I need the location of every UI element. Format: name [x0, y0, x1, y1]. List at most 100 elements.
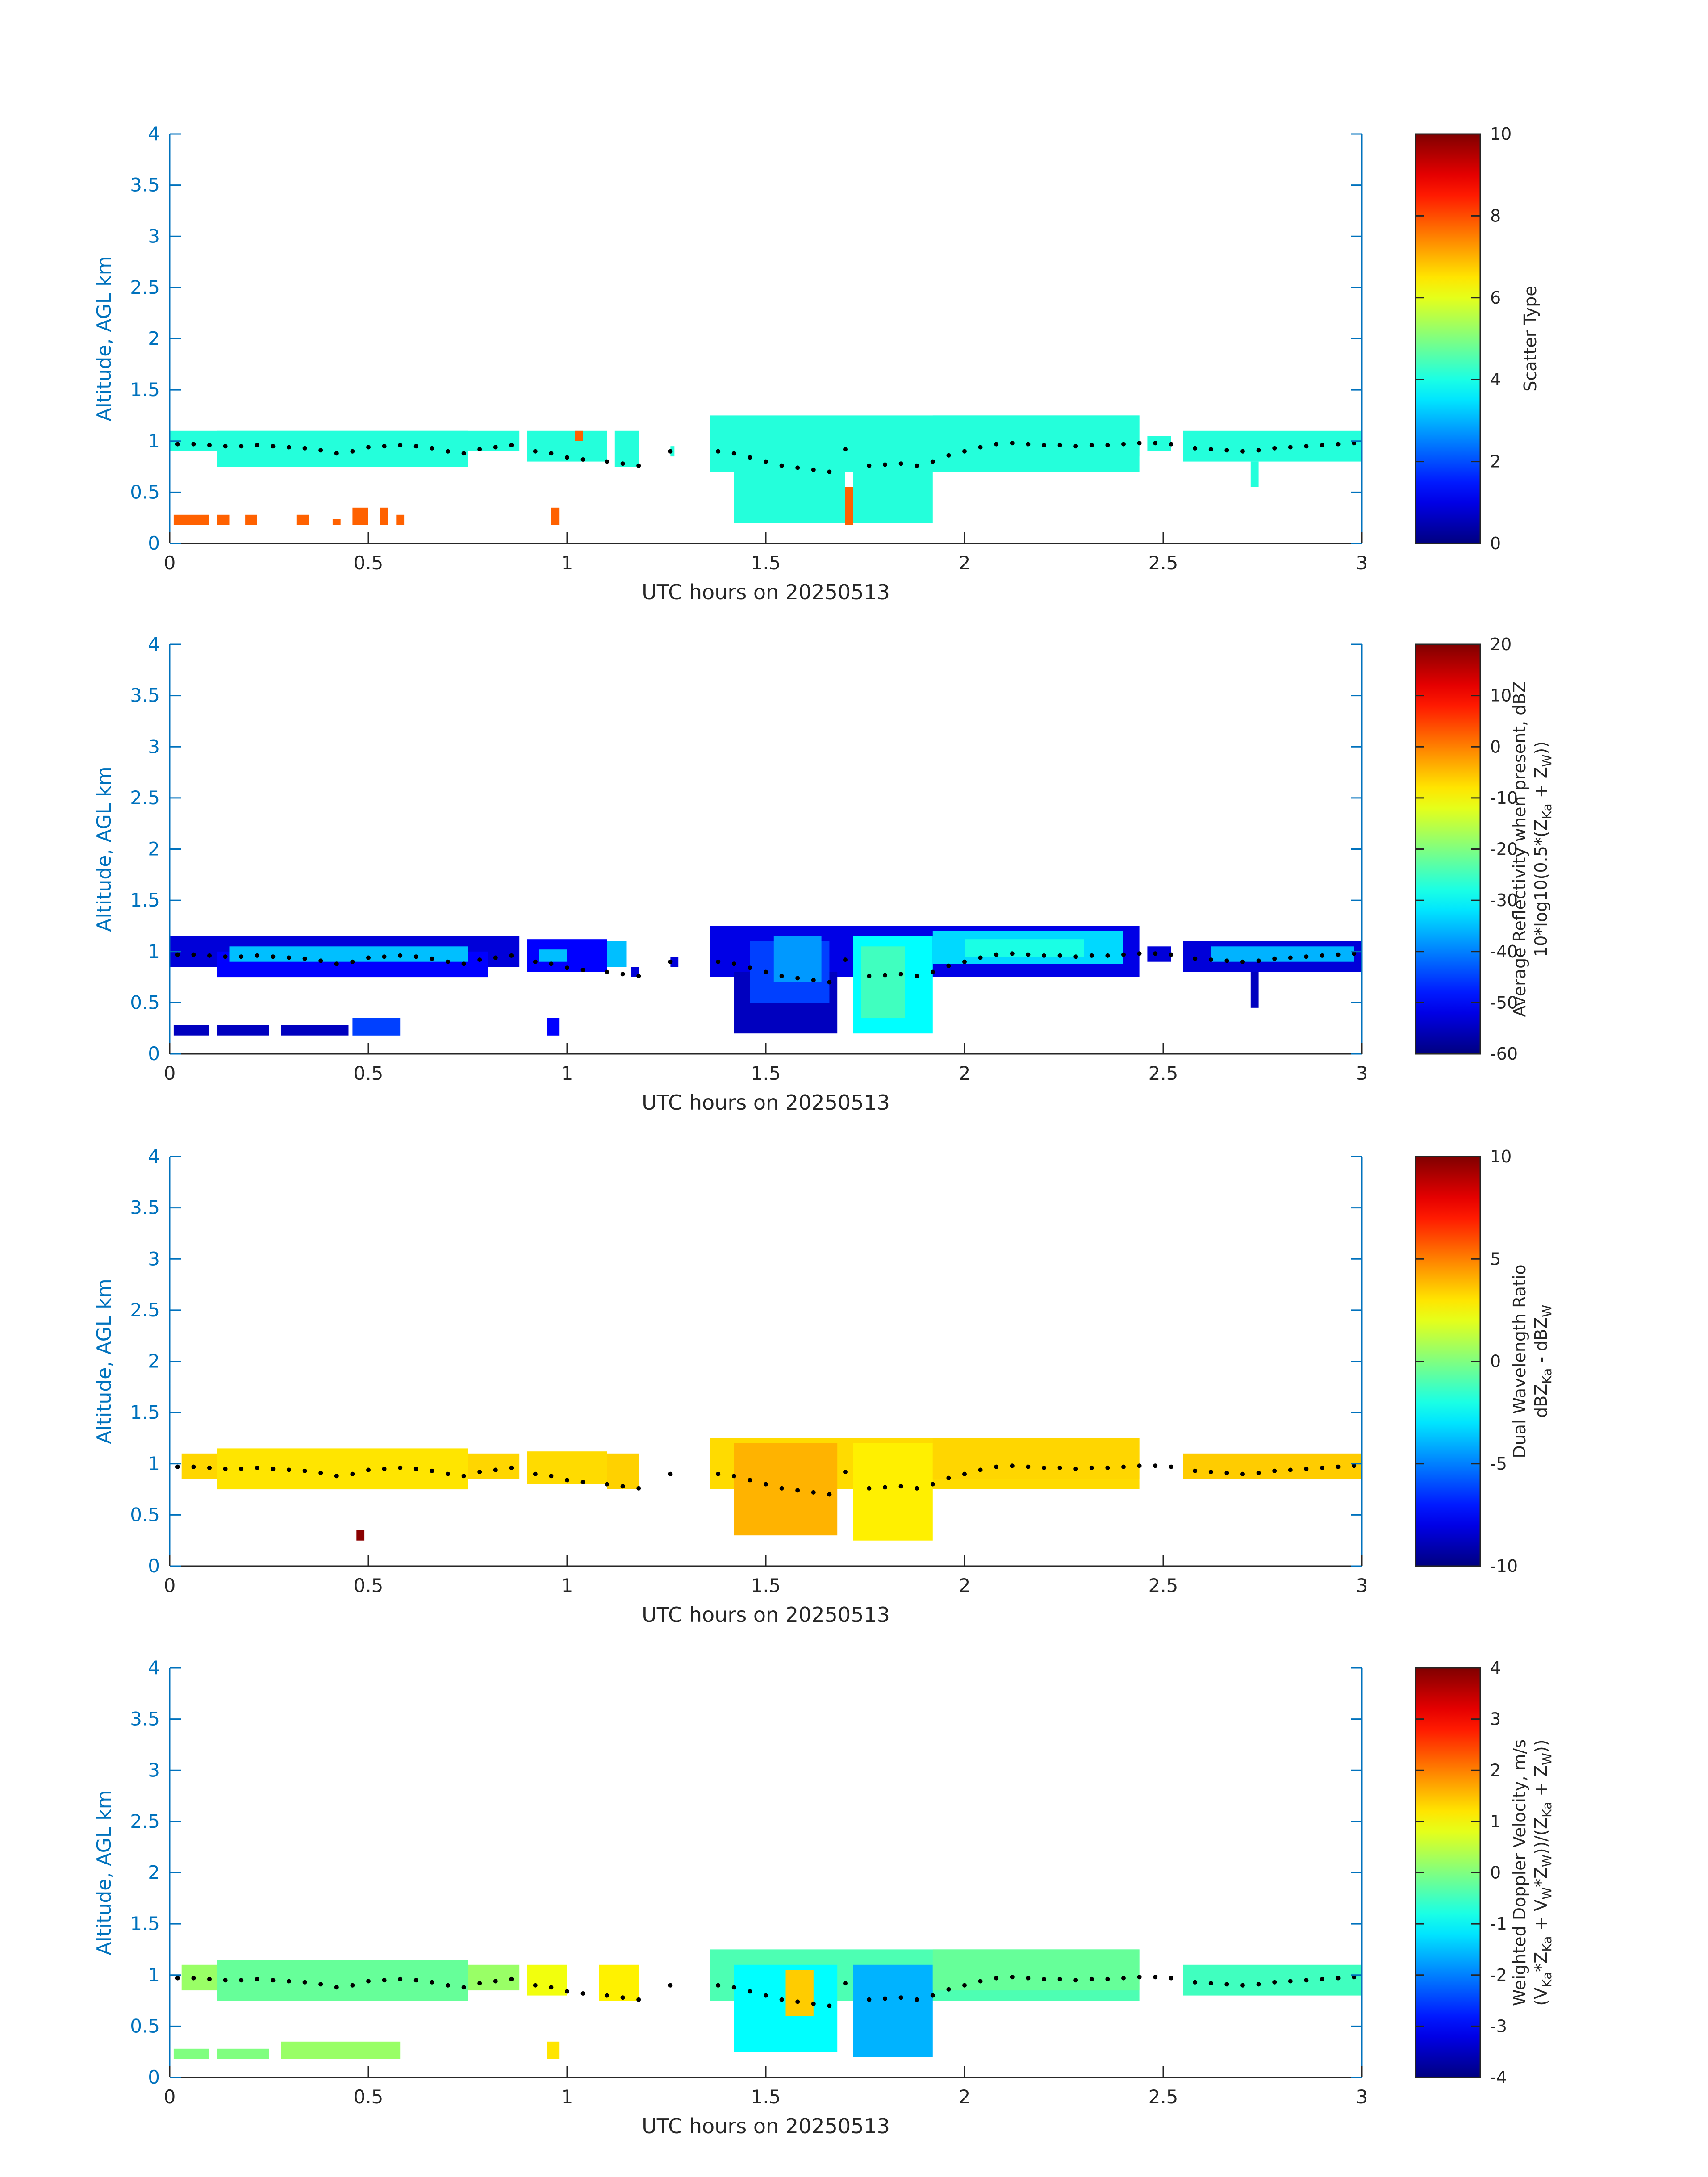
- y-axis-label: Altitude, AGL km: [93, 766, 116, 932]
- cloud-base-marker: [302, 1468, 307, 1473]
- cloud-base-marker: [430, 956, 434, 961]
- cloud-base-marker: [565, 1478, 569, 1483]
- colorbar-tick-label: 2: [1490, 1760, 1501, 1780]
- cloud-base-marker: [1010, 1463, 1015, 1468]
- cloud-base-marker: [764, 969, 768, 974]
- cloud-base-marker: [509, 1976, 514, 1981]
- cloud-base-marker: [636, 974, 641, 978]
- cloud-base-marker: [898, 1995, 903, 2000]
- heatmap-cell: [853, 430, 933, 523]
- heatmap-cell: [575, 430, 583, 441]
- cloud-base-marker: [994, 952, 999, 957]
- cloud-base-marker: [477, 957, 482, 962]
- y-tick-label: 4: [148, 123, 160, 145]
- cloud-base-marker: [946, 963, 951, 968]
- y-axis-label: Altitude, AGL km: [93, 1279, 116, 1444]
- cloud-base-marker: [779, 1997, 784, 2002]
- cloud-base-marker: [1193, 1980, 1198, 1985]
- colorbar-gradient: [1415, 1667, 1481, 2078]
- cloud-base-marker: [1240, 1983, 1245, 1988]
- cloud-base-marker: [175, 1464, 180, 1469]
- cloud-base-marker: [413, 954, 418, 959]
- cloud-base-marker: [915, 463, 919, 468]
- heatmap-cell: [173, 2048, 209, 2059]
- cloud-base-marker: [302, 446, 307, 451]
- cloud-base-marker: [748, 455, 752, 460]
- x-axis-label: UTC hours on 20250513: [642, 580, 890, 604]
- cloud-base-marker: [549, 1985, 554, 1990]
- cloud-base-marker: [1240, 959, 1245, 964]
- cloud-base-marker: [827, 469, 832, 474]
- y-tick-label: 3: [148, 225, 160, 247]
- cloud-base-marker: [827, 1492, 832, 1497]
- colorbar-tick-label: 10: [1490, 1147, 1512, 1166]
- cloud-base-marker: [271, 444, 276, 449]
- cloud-base-marker: [1288, 1467, 1293, 1472]
- cloud-base-marker: [565, 455, 569, 460]
- cloud-base-marker: [1137, 951, 1142, 956]
- cloud-base-marker: [883, 462, 887, 467]
- cloud-base-marker: [334, 1985, 339, 1990]
- cloud-base-marker: [1073, 1978, 1078, 1983]
- cloud-base-marker: [843, 957, 848, 962]
- cloud-base-marker: [1304, 954, 1309, 959]
- cloud-base-marker: [1320, 1465, 1324, 1470]
- cloud-base-marker: [867, 1486, 872, 1491]
- cloud-base-marker: [350, 449, 355, 454]
- cloud-base-marker: [716, 449, 721, 454]
- cloud-base-marker: [1304, 444, 1309, 449]
- colorbar-tick-label: -10: [1490, 1556, 1518, 1576]
- cloud-base-marker: [366, 955, 371, 960]
- cloud-base-marker: [493, 955, 498, 960]
- cloud-base-marker: [271, 1467, 276, 1471]
- cloud-base-marker: [748, 1478, 752, 1483]
- cloud-base-marker: [883, 1996, 887, 2001]
- colorbar-label-formula: 10*log10(0.5*(ZKa + ZW)): [1531, 741, 1554, 957]
- heatmap-cell: [932, 1438, 1140, 1479]
- cloud-base-marker: [1193, 1468, 1198, 1473]
- cloud-base-marker: [843, 447, 848, 452]
- cloud-base-marker: [580, 1480, 585, 1484]
- cloud-base-marker: [605, 1482, 609, 1487]
- cloud-base-marker: [716, 959, 721, 964]
- y-tick-label: 4: [148, 633, 160, 655]
- cloud-base-marker: [811, 2001, 816, 2006]
- cloud-base-marker: [1042, 443, 1046, 447]
- cloud-base-marker: [930, 1482, 935, 1487]
- cloud-base-marker: [1352, 1975, 1357, 1980]
- cloud-base-marker: [930, 1993, 935, 1998]
- panels: 0 0.5 1 1.5 2 2.5 3 3.5 4 0 0.5 1 1.5 2 2.5 3 UTC hours …: [93, 123, 1554, 2138]
- y-tick-label: 1: [148, 940, 160, 962]
- heatmap-cell: [845, 487, 853, 525]
- y-tick-label: 1: [148, 1453, 160, 1475]
- cloud-base-marker: [731, 1474, 736, 1479]
- cloud-base-marker: [962, 1983, 967, 1988]
- x-tick-label: 3: [1356, 1575, 1368, 1596]
- cloud-base-marker: [382, 1467, 387, 1471]
- cloud-base-marker: [620, 461, 625, 466]
- cloud-base-marker: [382, 954, 387, 959]
- y-axis-label: Altitude, AGL km: [93, 1790, 116, 1955]
- cloud-base-marker: [533, 1471, 538, 1476]
- cloud-base-marker: [731, 961, 736, 966]
- cloud-base-marker: [898, 972, 903, 977]
- x-tick-label: 2.5: [1148, 1062, 1178, 1084]
- cloud-base-marker: [898, 461, 903, 466]
- cloud-base-marker: [795, 465, 800, 470]
- y-tick-label: 2.5: [130, 1810, 160, 1832]
- cloud-base-marker: [493, 1467, 498, 1472]
- cloud-base-marker: [255, 1465, 259, 1470]
- cloud-base-marker: [461, 1985, 466, 1990]
- cloud-base-marker: [549, 451, 554, 456]
- cloud-base-marker: [207, 1465, 212, 1470]
- cloud-base-marker: [255, 953, 259, 958]
- heatmap-cells: [173, 1949, 1362, 2059]
- heatmap-cell: [607, 941, 627, 967]
- y-tick-label: 4: [148, 1145, 160, 1167]
- y-tick-label: 4: [148, 1657, 160, 1679]
- cloud-base-marker: [1121, 442, 1126, 447]
- cloud-base-marker: [1272, 956, 1277, 961]
- x-tick-label: 2: [959, 552, 971, 574]
- heatmap-cell: [1183, 1964, 1362, 1996]
- cloud-base-marker: [1304, 1467, 1309, 1471]
